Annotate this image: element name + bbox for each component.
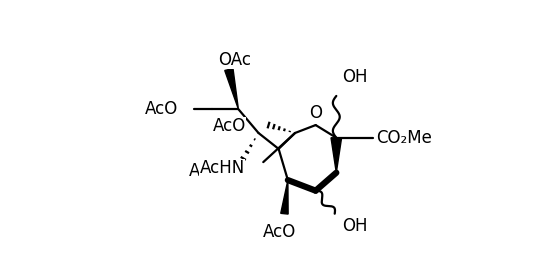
Text: OH: OH [342, 217, 368, 235]
Text: OH: OH [342, 68, 368, 86]
Text: O: O [309, 104, 322, 122]
Polygon shape [331, 138, 342, 173]
Polygon shape [281, 180, 288, 214]
Text: AcHN: AcHN [200, 159, 245, 177]
Text: OAc: OAc [218, 51, 251, 69]
Text: AcO: AcO [213, 117, 246, 135]
Text: CO₂Me: CO₂Me [377, 129, 432, 147]
Text: AcO: AcO [189, 162, 222, 180]
Text: AcO: AcO [263, 223, 296, 241]
Text: AcO: AcO [145, 100, 179, 118]
Polygon shape [225, 69, 238, 109]
